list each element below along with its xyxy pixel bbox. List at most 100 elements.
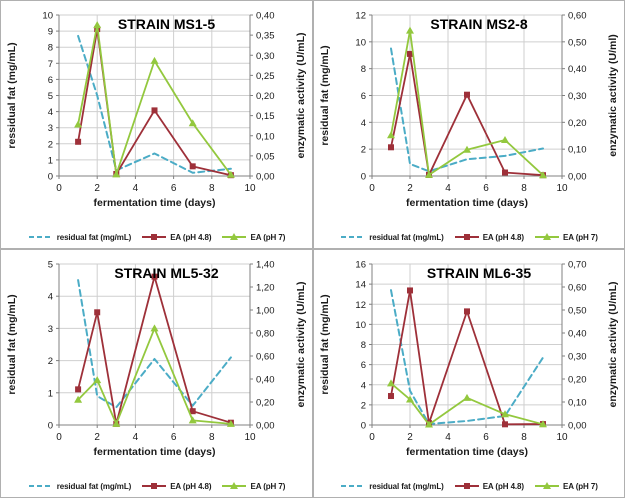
y2-tick-label: 0,00 (568, 421, 587, 432)
x-tick-label: 8 (209, 183, 215, 194)
y2-tick-label: 0,80 (256, 329, 275, 340)
chart-plot-area: 0 2 4 6 8 10 12 0,00 0,10 0,20 0,30 0,40 0,50 0,60 0 2 4… (314, 1, 624, 248)
series-line (77, 34, 232, 174)
legend-swatch-square-marker-icon (142, 234, 167, 240)
data-point-marker (188, 119, 197, 127)
legend-swatch-triangle-marker-icon (222, 482, 247, 489)
data-point-marker (539, 171, 547, 179)
legend-item-ea-ph48: EA (pH 4.8) (454, 232, 524, 242)
y-tick-label: 4 (48, 107, 53, 118)
y2-tick-label: 0,60 (568, 283, 587, 294)
y2-tick-label: 1,20 (256, 283, 275, 294)
series-line (77, 327, 232, 425)
y-tick-label: 7 (48, 59, 53, 70)
legend-swatch-square-marker-icon (454, 234, 479, 240)
data-point-marker (150, 324, 159, 332)
x-tick-label: 2 (94, 183, 100, 194)
x-axis-label: fermentation time (days) (94, 446, 216, 458)
data-point-marker (93, 21, 102, 29)
y-axis-label: ressidual fat (mg/mL) (6, 42, 18, 148)
legend-label-residual-fat: residual fat (mg/mL) (369, 481, 444, 491)
data-point-marker (112, 170, 121, 178)
x-tick-label: 10 (556, 183, 568, 194)
legend-label-residual-fat: residual fat (mg/mL) (56, 481, 132, 491)
series-line (77, 28, 232, 177)
legend-label-ea-ph7: EA (pH 7) (250, 481, 286, 491)
chart-title: STRAIN ML5-32 (114, 265, 218, 281)
legend-item-residual-fat: residual fat (mg/mL) (28, 481, 131, 491)
legend-swatch-triangle-marker-icon (534, 482, 559, 489)
data-point-marker (226, 419, 235, 427)
y-tick-label: 8 (361, 64, 366, 75)
y-tick-label: 4 (361, 118, 366, 129)
legend-label-ea-ph48: EA (pH 4.8) (482, 232, 524, 242)
y2-tick-label: 0,05 (256, 151, 275, 162)
legend-label-ea-ph7: EA (pH 7) (562, 232, 598, 242)
y-tick-label: 1 (48, 388, 53, 399)
data-point-marker (464, 91, 470, 98)
y-tick-label: 6 (361, 360, 366, 371)
data-point-marker (151, 273, 158, 280)
x-tick-label: 10 (244, 183, 256, 194)
y2-tick-label: 0,30 (256, 51, 275, 62)
data-point-marker (406, 26, 414, 34)
x-tick-label: 6 (171, 183, 177, 194)
x-tick-label: 0 (369, 183, 375, 194)
y-tick-label: 6 (361, 91, 366, 102)
chart-svg: 0 2 4 6 8 10 12 0,00 0,10 0,20 0,30 0,40 0,50 0,60 0 2 4… (319, 11, 619, 210)
series-line (390, 289, 544, 426)
x-tick-label: 2 (407, 183, 413, 194)
y2-tick-label: 0,10 (568, 398, 587, 409)
x-tick-label: 8 (521, 183, 527, 194)
chart-title: STRAIN MS1-5 (118, 16, 215, 32)
y2-tick-label: 0,00 (256, 172, 275, 183)
y-tick-label: 12 (355, 300, 366, 311)
y2-tick-label: 0,40 (256, 11, 275, 22)
legend-label-ea-ph48: EA (pH 4.8) (170, 232, 212, 242)
data-point-marker (93, 376, 102, 384)
chart-legend: residual fat (mg/mL) EA (pH 4.8) EA (pH … (1, 481, 312, 491)
y-tick-label: 2 (48, 139, 53, 150)
y2-tick-label: 1,40 (256, 260, 275, 271)
y-tick-label: 4 (48, 292, 53, 303)
data-point-marker (226, 170, 235, 178)
data-point-marker (463, 393, 471, 401)
data-point-marker (387, 131, 395, 139)
data-point-marker (406, 395, 414, 403)
data-point-marker (112, 419, 121, 427)
x-tick-label: 2 (407, 432, 413, 443)
y-tick-label: 10 (42, 11, 53, 22)
legend-item-residual-fat: residual fat (mg/mL) (340, 481, 444, 491)
chart-plot-area: 0 1 2 3 4 5 0,00 0,20 0,40 0,60 0,80 1,00 1,20 1,40 0 2… (1, 250, 312, 497)
y2-tick-label: 0,00 (568, 172, 587, 183)
legend-swatch-dashed-line-icon (341, 485, 366, 487)
x-tick-label: 0 (56, 432, 62, 443)
x-tick-label: 8 (209, 432, 215, 443)
y-tick-label: 5 (48, 260, 53, 271)
y-tick-label: 2 (48, 356, 53, 367)
y-tick-label: 8 (48, 43, 53, 54)
x-tick-label: 4 (445, 183, 451, 194)
legend-item-ea-ph7: EA (pH 7) (534, 232, 598, 242)
y2-tick-label: 0,40 (568, 329, 587, 340)
data-point-marker (189, 163, 196, 170)
y-tick-label: 2 (361, 145, 366, 156)
data-point-marker (501, 136, 509, 144)
y2-tick-label: 0,40 (256, 375, 275, 386)
series-line (390, 382, 544, 426)
y2-tick-label: 0,20 (568, 118, 587, 129)
y-tick-label: 9 (48, 27, 53, 38)
y-tick-label: 14 (355, 280, 366, 291)
x-tick-label: 8 (521, 432, 527, 443)
data-point-marker (502, 421, 508, 428)
series-line (77, 275, 232, 425)
y-axis-label: residual fat (mg/mL) (6, 294, 18, 394)
y2-tick-label: 0,10 (568, 145, 587, 156)
legend-swatch-square-marker-icon (454, 483, 479, 489)
y2-tick-label: 0,10 (256, 131, 275, 142)
y-tick-label: 12 (355, 11, 366, 22)
data-point-marker (388, 144, 394, 151)
x-axis-label: fermentation time (days) (406, 197, 528, 209)
y-tick-label: 0 (361, 172, 366, 183)
y2-tick-label: 0,35 (256, 31, 275, 42)
